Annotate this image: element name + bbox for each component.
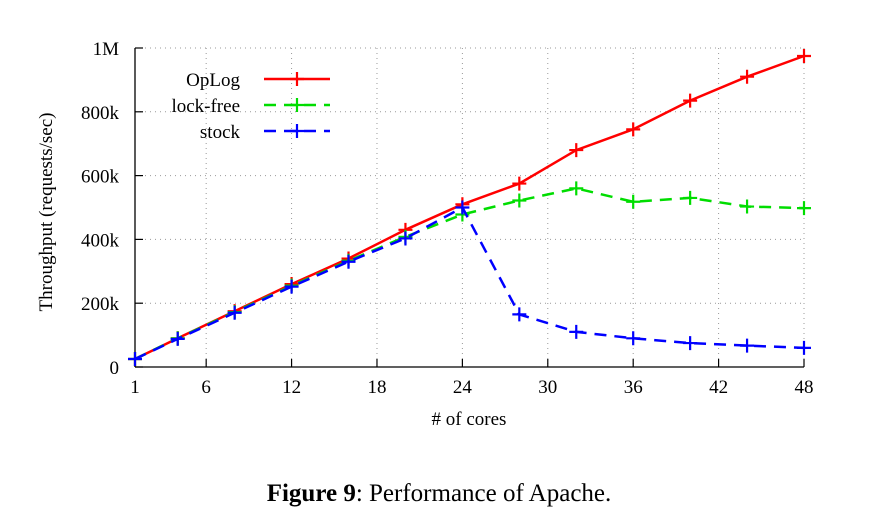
data-point <box>797 340 811 355</box>
x-tick-label: 24 <box>453 377 473 398</box>
data-point <box>170 331 185 346</box>
data-point <box>128 352 142 367</box>
data-point <box>683 93 698 108</box>
x-tick-label: 48 <box>795 377 814 398</box>
legend-item: stock <box>200 122 330 143</box>
y-tick-label: 1M <box>93 39 120 60</box>
figure-label: Figure 9 <box>266 480 356 507</box>
data-point <box>455 200 470 215</box>
y-tick-label: 0 <box>110 358 120 379</box>
x-axis-title: # of cores <box>432 409 507 430</box>
data-point <box>569 324 584 339</box>
data-point <box>341 254 356 269</box>
ticks: 1 6 12 18 24 30 36 42 48 0 200k 400k 600k 800k 1M <box>81 39 814 398</box>
data-point <box>683 190 698 205</box>
data-point <box>683 336 698 351</box>
legend-label: stock <box>200 122 241 143</box>
figure-caption: Figure 9: Performance of Apache. <box>0 480 878 508</box>
data-point <box>512 176 527 191</box>
series-line <box>134 205 805 361</box>
y-tick-label: 400k <box>81 230 120 251</box>
y-axis-title: Throughput (requests/sec) <box>36 113 57 312</box>
figure-caption-text: : Performance of Apache. <box>355 480 612 507</box>
x-tick-label: 18 <box>367 377 386 398</box>
y-tick-label: 200k <box>81 294 120 315</box>
x-tick-label: 36 <box>624 377 643 398</box>
chart: 1 6 12 18 24 30 36 42 48 0 200k 400k 600k 800k 1M OpLo… <box>36 39 814 430</box>
series-line <box>134 187 805 361</box>
grid <box>135 48 804 367</box>
legend-item: OpLog <box>186 70 330 91</box>
legend-label: OpLog <box>186 70 240 91</box>
data-point <box>512 307 527 322</box>
data-point <box>227 305 242 320</box>
data-point <box>398 231 413 246</box>
legend-item: lock-free <box>171 96 330 117</box>
data-point <box>797 48 811 63</box>
data-point <box>626 122 641 137</box>
series-lock-free <box>128 181 811 367</box>
data-point <box>569 181 584 196</box>
y-tick-label: 600k <box>81 167 120 188</box>
x-tick-label: 42 <box>709 377 728 398</box>
y-tick-label: 800k <box>81 103 120 124</box>
x-tick-label: 6 <box>201 377 211 398</box>
x-tick-label: 12 <box>282 377 301 398</box>
legend-marker <box>290 124 304 138</box>
data-point <box>740 338 755 353</box>
data-point <box>626 194 641 209</box>
axes <box>134 47 805 368</box>
data-point <box>740 69 755 84</box>
series-lines <box>128 48 811 367</box>
data-point <box>512 193 527 208</box>
data-point <box>284 279 299 294</box>
legend-label: lock-free <box>171 96 240 117</box>
series-stock <box>128 200 811 367</box>
x-tick-label: 1 <box>130 377 140 398</box>
legend-marker <box>290 98 304 112</box>
x-tick-label: 30 <box>538 377 557 398</box>
legend-marker <box>290 72 304 86</box>
data-point <box>797 201 811 216</box>
data-point <box>740 199 755 214</box>
legend: OpLog lock-free stock <box>171 70 330 143</box>
data-point <box>569 143 584 158</box>
data-point <box>626 331 641 346</box>
